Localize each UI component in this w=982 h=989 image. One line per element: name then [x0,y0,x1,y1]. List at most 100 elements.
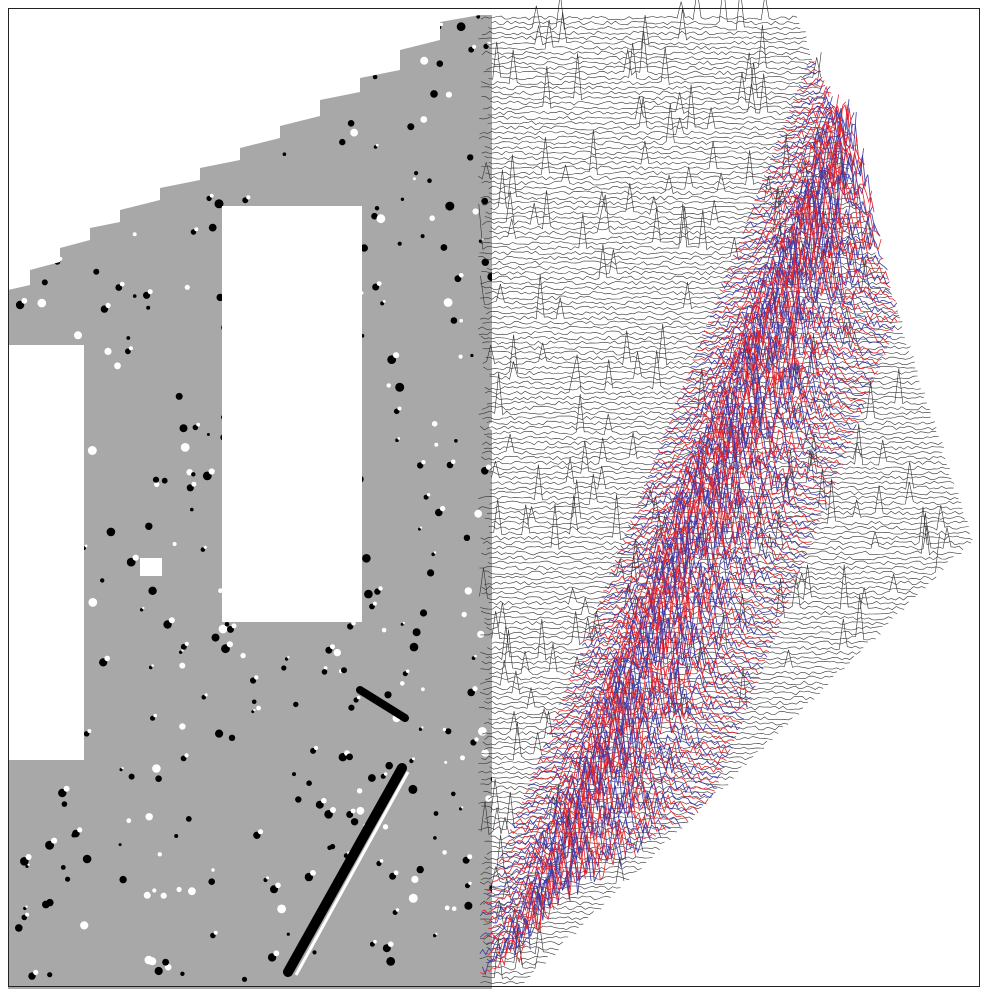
anomaly [229,735,235,741]
anomaly [292,772,296,776]
anomaly-halo [388,941,394,947]
anomaly-halo [440,23,443,26]
anomaly [368,774,376,782]
anomaly [385,762,393,770]
anomaly [437,60,444,67]
anomaly [477,631,484,638]
anomaly-halo [246,195,250,199]
anomaly [432,421,438,427]
anomaly [457,22,466,31]
anomaly-halo [148,289,153,294]
anomaly-halo [321,798,327,804]
anomaly [420,116,427,123]
anomaly [434,811,439,816]
anomaly-halo [25,906,27,908]
anomaly [350,129,358,137]
anomaly [445,906,450,911]
anomaly [145,523,152,530]
anomaly [212,634,220,642]
anomaly [400,681,405,686]
anomaly-halo [468,882,471,885]
anomaly-halo [412,757,415,760]
anomaly [414,171,418,175]
anomaly-halo [87,729,91,733]
anomaly [464,535,470,541]
anomaly-halo [421,460,425,464]
anomaly [42,901,50,909]
anomaly [341,667,347,673]
anomaly-halo [472,686,477,691]
anomaly [180,424,188,432]
anomaly [322,669,328,675]
anomaly [364,590,373,599]
anomaly [144,892,151,899]
anomaly [384,691,391,698]
anomaly-halo [209,468,215,474]
anomaly [158,852,162,856]
anomaly [473,208,479,214]
anomaly-halo [474,655,477,658]
blank-area [222,206,362,622]
anomaly [386,957,395,966]
anomaly [445,202,454,211]
anomaly [452,906,457,911]
anomaly [207,433,210,436]
anomaly-halo [185,642,189,646]
anomaly [47,972,52,977]
anomaly-halo [21,298,27,304]
anomaly [181,443,190,452]
anomaly [146,306,150,310]
anomaly-halo [380,859,384,863]
anomaly [413,177,416,180]
anomaly-halo [398,437,401,440]
anomaly-halo [254,675,258,679]
anomaly [215,730,223,738]
anomaly [430,90,438,98]
anomaly-halo [461,806,463,808]
page: (() => { const data = JSON.parse(documen… [0,0,982,989]
anomaly [474,510,482,518]
anomaly [375,206,379,210]
anomaly [179,723,185,729]
anomaly [74,331,82,339]
anomaly [88,446,97,455]
anomaly [387,383,391,387]
anomaly [407,123,414,130]
anomaly-halo [273,950,279,956]
anomaly [410,643,419,652]
anomaly [153,477,159,483]
anomaly [420,609,427,616]
anomaly [442,850,447,855]
anomaly [417,866,424,873]
anomaly-halo [421,726,423,728]
anomaly [446,92,452,98]
anomaly [306,780,312,786]
anomaly-halo [120,282,125,287]
anomaly [107,528,116,537]
anomaly [357,807,365,815]
anomaly-halo [467,854,472,859]
anomaly [287,933,290,936]
anomaly [481,749,489,757]
anomaly [277,905,286,914]
anomaly [346,754,353,761]
anomaly [152,764,161,773]
anomaly [408,785,417,794]
anomaly [420,57,428,65]
anomaly [460,755,465,760]
anomaly [398,242,402,246]
anomaly [225,622,230,627]
anomaly-halo [181,649,183,651]
anomaly-halo [258,829,263,834]
anomaly [382,628,387,633]
anomaly [377,214,386,223]
anomaly-halo [85,545,88,548]
anomaly-halo [196,423,200,427]
anomaly [451,792,456,797]
anomaly [129,774,135,780]
anomaly [161,893,167,899]
anomaly [312,950,316,954]
survey-image [0,0,982,989]
anomaly [421,234,425,238]
anomaly [451,317,458,324]
